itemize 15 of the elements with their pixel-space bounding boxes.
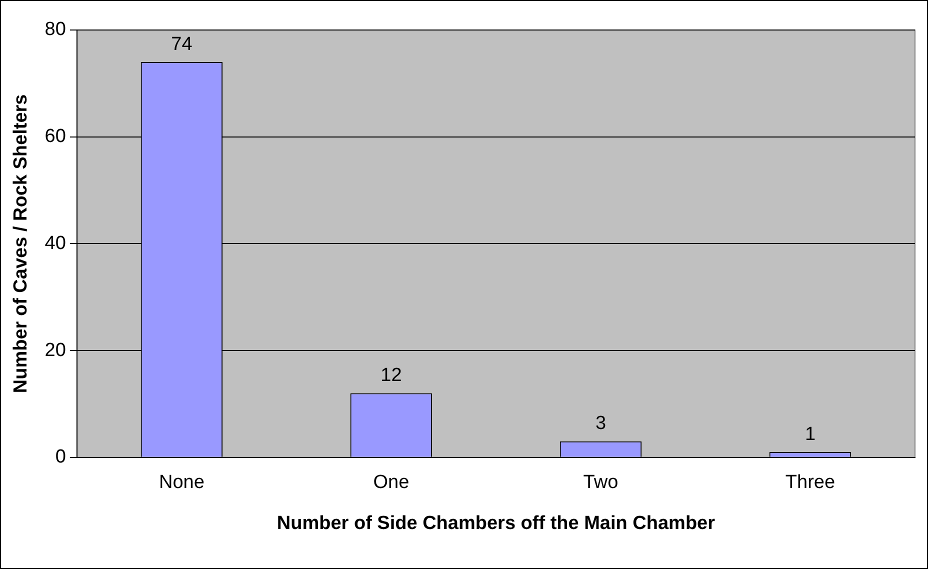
data-label: 74 <box>171 34 193 55</box>
x-tick-label: None <box>158 472 204 494</box>
x-axis-title: Number of Side Chambers off the Main Chamber <box>276 512 716 534</box>
data-label: 3 <box>595 413 606 434</box>
y-tick-label: 40 <box>44 232 66 254</box>
y-axis-title: Number of Caves / Rock Shelters <box>10 94 32 394</box>
y-tick-label: 0 <box>55 446 66 468</box>
data-label: 1 <box>804 424 816 445</box>
data-label: 12 <box>380 365 402 386</box>
x-tick-label: Two <box>583 472 618 494</box>
x-tick-label: One <box>373 472 410 494</box>
y-tick-label: 60 <box>44 126 66 148</box>
x-tick-label: Three <box>785 472 836 494</box>
y-tick-label: 80 <box>44 19 66 40</box>
y-tick-label: 20 <box>44 340 66 361</box>
